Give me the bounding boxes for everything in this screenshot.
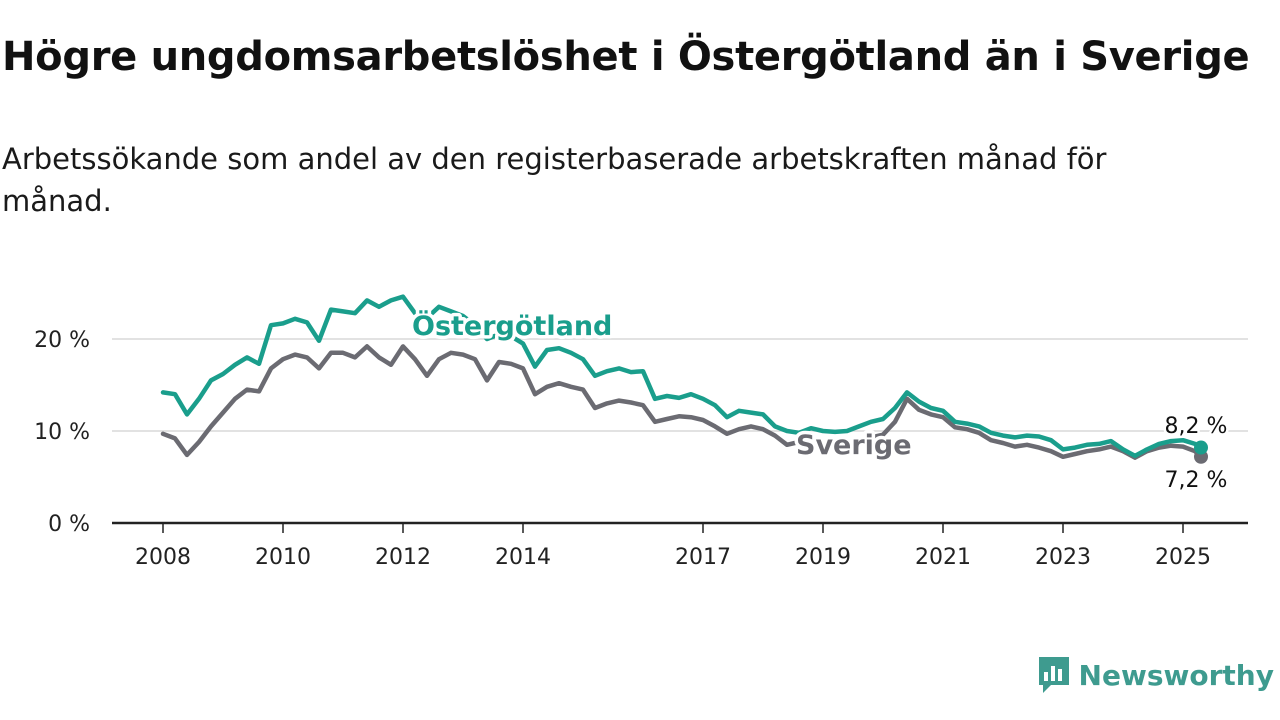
series-lines (160, 294, 1208, 464)
y-axis-ticks: 0 % 10 % 20 % (34, 328, 90, 537)
x-tick-label: 2014 (495, 545, 551, 570)
series-line-ostergotland (160, 294, 1204, 459)
x-tick-label: 2021 (915, 545, 971, 570)
x-axis-ticks: 2008 2010 2012 2014 2017 2019 2021 2023 2025 (135, 523, 1211, 570)
x-tick-label: 2023 (1035, 545, 1091, 570)
x-tick-label: 2008 (135, 545, 191, 570)
series-label-ostergotland: Östergötland (412, 309, 612, 342)
y-tick-label: 10 % (34, 420, 90, 445)
x-tick-label: 2017 (675, 545, 731, 570)
chart-title: Högre ungdomsarbetslöshet i Östergötland… (2, 34, 1250, 80)
y-tick-label: 20 % (34, 328, 90, 353)
x-tick-label: 2019 (795, 545, 851, 570)
series-label-sverige: Sverige (796, 430, 912, 461)
series-end-point (1194, 440, 1208, 455)
bar-chart-icon (1038, 657, 1069, 693)
end-value-ostergotland: 8,2 % (1165, 414, 1228, 439)
y-tick-label: 0 % (48, 512, 90, 537)
x-tick-label: 2012 (375, 545, 431, 570)
x-tick-label: 2025 (1155, 545, 1211, 570)
brand-name: Newsworthy (1078, 658, 1274, 692)
end-value-sverige: 7,2 % (1165, 468, 1228, 493)
x-tick-label: 2010 (255, 545, 311, 570)
newsworthy-logo[interactable]: Newsworthy (1037, 655, 1274, 695)
series-line-sverige (160, 344, 1204, 460)
grid-lines (112, 338, 1248, 432)
line-chart: 0 % 10 % 20 % 2008 2010 2012 2014 2017 2019 2021… (34, 294, 1248, 570)
chart-subtitle: Arbetssökande som andel av den registerb… (2, 142, 1107, 218)
series-labels: Östergötland Sverige 8,2 % 7,2 % (409, 306, 1230, 496)
